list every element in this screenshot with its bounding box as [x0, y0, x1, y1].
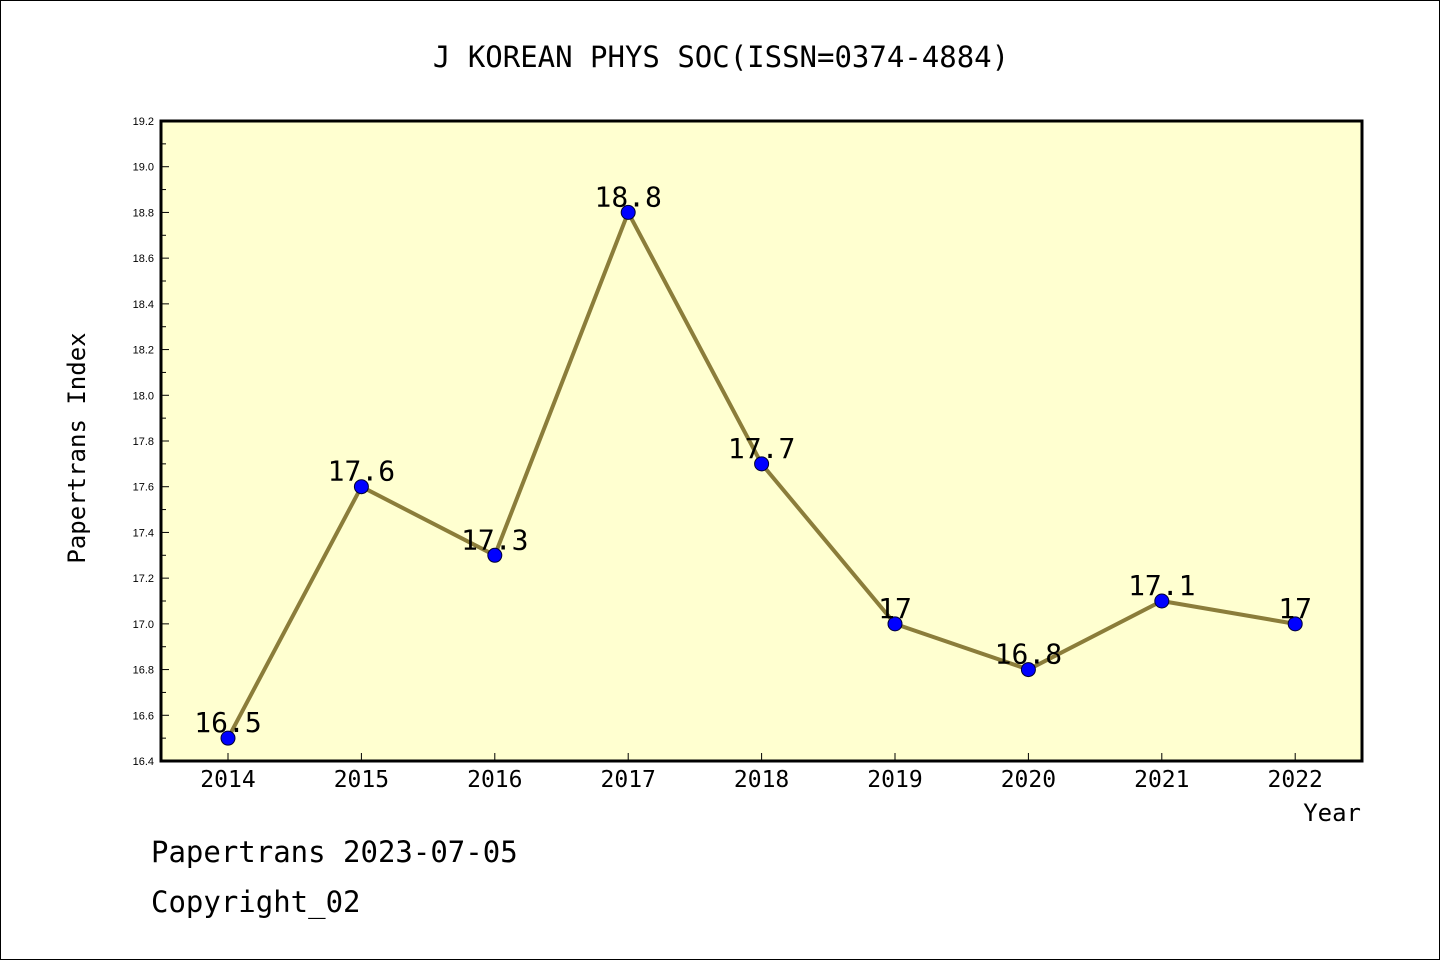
x-tick-label: 2018	[734, 767, 789, 793]
x-tick-label: 2014	[200, 767, 255, 793]
data-label: 17.6	[328, 455, 395, 488]
plot-frame	[159, 119, 1364, 763]
chart-title: J KOREAN PHYS SOC(ISSN=0374-4884)	[433, 40, 1009, 74]
data-point	[353, 479, 369, 495]
data-point	[887, 616, 903, 632]
x-tick-label: 2019	[867, 767, 922, 793]
data-label: 17.7	[728, 432, 795, 465]
y-axis: 16.4 16.6 16.8 17.0 17.2 17.4 17.6 17.8 18.0 18.2…	[133, 116, 169, 768]
data-point	[754, 456, 770, 472]
footer-date: Papertrans 2023-07-05	[151, 835, 518, 869]
x-tick-label: 2016	[467, 767, 522, 793]
y-tick-label: 19.0	[133, 162, 154, 174]
data-label: 18.8	[594, 180, 661, 213]
data-point	[620, 204, 636, 220]
y-tick-label: 17.2	[133, 573, 154, 585]
x-tick-label: 2020	[1001, 767, 1056, 793]
y-tick-label: 17.6	[133, 482, 154, 494]
y-tick-label: 18.2	[133, 345, 154, 357]
y-tick-label: 18.4	[133, 299, 154, 311]
y-axis-label: Papertrans Index	[63, 332, 91, 563]
data-label: 16.5	[194, 706, 261, 739]
data-label: 17	[1278, 592, 1312, 625]
y-tick-label: 18.8	[133, 207, 154, 219]
data-label: 17.3	[461, 523, 528, 556]
data-point	[487, 547, 503, 563]
data-point	[220, 730, 236, 746]
data-point	[1020, 662, 1036, 678]
y-tick-label: 18.6	[133, 253, 154, 265]
x-axis-label: Year	[1303, 799, 1361, 827]
x-tick-label: 2022	[1268, 767, 1323, 793]
y-tick-label: 17.8	[133, 436, 154, 448]
footer-copyright: Copyright_02	[151, 885, 361, 919]
x-tick-label: 2017	[601, 767, 656, 793]
y-tick-label: 16.6	[133, 710, 154, 722]
y-tick-label: 16.4	[133, 756, 154, 768]
data-point	[1287, 616, 1303, 632]
plot-area	[161, 121, 1362, 761]
data-label: 17	[878, 592, 912, 625]
data-label: 17.1	[1128, 569, 1195, 602]
y-tick-label: 16.8	[133, 665, 154, 677]
y-tick-label: 17.0	[133, 619, 154, 631]
series-layer: 16.5 17.6 17.3 18.8 17.7 17 16.8 17.1 17	[194, 180, 1312, 746]
data-point	[1154, 593, 1170, 609]
y-tick-label: 19.2	[133, 116, 154, 128]
x-tick-label: 2015	[334, 767, 389, 793]
data-label: 16.8	[995, 638, 1062, 671]
y-tick-label: 18.0	[133, 390, 154, 402]
x-tick-label: 2021	[1134, 767, 1189, 793]
y-tick-label: 17.4	[133, 527, 154, 539]
x-axis: 2014 2015 2016 2017 2018 2019 2020 2021 2022	[200, 753, 1323, 793]
